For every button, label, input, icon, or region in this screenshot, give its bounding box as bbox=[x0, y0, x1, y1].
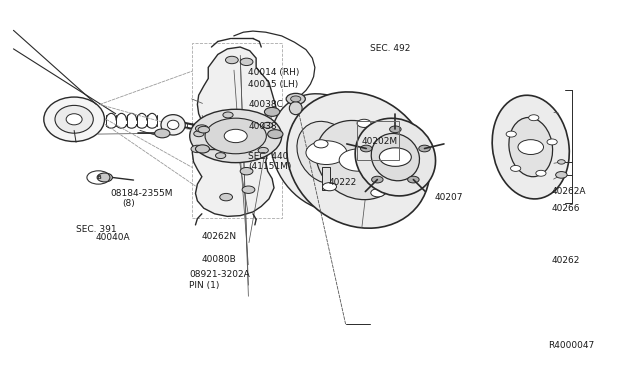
Text: 40222: 40222 bbox=[328, 178, 356, 187]
Circle shape bbox=[225, 56, 238, 64]
Circle shape bbox=[529, 115, 539, 121]
Circle shape bbox=[518, 140, 543, 154]
Circle shape bbox=[216, 153, 226, 158]
Circle shape bbox=[339, 149, 378, 171]
Bar bbox=[322, 167, 330, 190]
Text: PIN (1): PIN (1) bbox=[189, 281, 220, 290]
Ellipse shape bbox=[161, 115, 185, 135]
Text: 40207: 40207 bbox=[435, 193, 463, 202]
Text: B: B bbox=[96, 175, 101, 180]
Circle shape bbox=[220, 193, 232, 201]
Ellipse shape bbox=[168, 120, 179, 129]
Circle shape bbox=[191, 145, 204, 153]
Text: 08184-2355M: 08184-2355M bbox=[111, 189, 173, 198]
Circle shape bbox=[195, 125, 208, 132]
Ellipse shape bbox=[355, 118, 436, 196]
Ellipse shape bbox=[492, 95, 570, 199]
Circle shape bbox=[380, 148, 412, 166]
Circle shape bbox=[286, 93, 305, 105]
Circle shape bbox=[242, 186, 255, 193]
Circle shape bbox=[360, 145, 372, 152]
Circle shape bbox=[511, 166, 521, 171]
Circle shape bbox=[97, 173, 113, 182]
Circle shape bbox=[240, 167, 253, 175]
Text: (41151M): (41151M) bbox=[248, 162, 292, 171]
Circle shape bbox=[372, 176, 383, 183]
Circle shape bbox=[262, 122, 273, 128]
Circle shape bbox=[155, 129, 170, 138]
Text: R4000047: R4000047 bbox=[548, 341, 595, 350]
Ellipse shape bbox=[316, 121, 401, 200]
Ellipse shape bbox=[271, 94, 382, 212]
Ellipse shape bbox=[371, 134, 419, 181]
Polygon shape bbox=[192, 47, 278, 217]
Circle shape bbox=[371, 189, 385, 197]
Text: SEC. 391: SEC. 391 bbox=[76, 225, 116, 234]
Circle shape bbox=[268, 130, 283, 138]
Text: 40266: 40266 bbox=[551, 204, 580, 213]
Ellipse shape bbox=[297, 121, 356, 184]
Circle shape bbox=[556, 171, 567, 178]
Bar bbox=[357, 121, 399, 160]
Text: 40202M: 40202M bbox=[362, 137, 397, 146]
Circle shape bbox=[392, 150, 406, 158]
Text: (8): (8) bbox=[122, 199, 135, 208]
Ellipse shape bbox=[66, 114, 82, 125]
Ellipse shape bbox=[55, 105, 93, 133]
Circle shape bbox=[264, 108, 280, 116]
Circle shape bbox=[408, 176, 419, 183]
Circle shape bbox=[306, 141, 347, 164]
Circle shape bbox=[194, 131, 204, 137]
Circle shape bbox=[557, 160, 565, 164]
Circle shape bbox=[357, 119, 371, 128]
Circle shape bbox=[291, 96, 301, 102]
Ellipse shape bbox=[509, 118, 552, 177]
Circle shape bbox=[195, 145, 209, 153]
Text: 40038: 40038 bbox=[248, 122, 277, 131]
Circle shape bbox=[205, 118, 266, 154]
Circle shape bbox=[323, 183, 337, 191]
Text: 40262: 40262 bbox=[551, 256, 580, 264]
Text: 40262N: 40262N bbox=[202, 231, 237, 241]
Circle shape bbox=[223, 112, 233, 118]
Circle shape bbox=[506, 131, 516, 137]
Text: SEC. 492: SEC. 492 bbox=[370, 44, 410, 52]
Text: 40040A: 40040A bbox=[95, 233, 130, 243]
Circle shape bbox=[189, 109, 282, 163]
Ellipse shape bbox=[287, 92, 430, 228]
Circle shape bbox=[224, 129, 247, 142]
Ellipse shape bbox=[44, 97, 104, 141]
Circle shape bbox=[390, 126, 401, 133]
Circle shape bbox=[419, 145, 430, 152]
Text: 40262A: 40262A bbox=[551, 187, 586, 196]
Text: SEC. 440: SEC. 440 bbox=[248, 152, 289, 161]
Text: 08921-3202A: 08921-3202A bbox=[189, 270, 250, 279]
Circle shape bbox=[198, 126, 209, 133]
Ellipse shape bbox=[289, 102, 302, 115]
Text: 40014 (RH): 40014 (RH) bbox=[248, 68, 300, 77]
Circle shape bbox=[547, 139, 557, 145]
Text: 40038C: 40038C bbox=[248, 100, 284, 109]
Circle shape bbox=[240, 58, 253, 65]
Circle shape bbox=[536, 170, 546, 176]
Text: 40015 (LH): 40015 (LH) bbox=[248, 80, 299, 89]
Text: 40080B: 40080B bbox=[202, 255, 237, 264]
Circle shape bbox=[314, 140, 328, 148]
Circle shape bbox=[258, 147, 268, 153]
